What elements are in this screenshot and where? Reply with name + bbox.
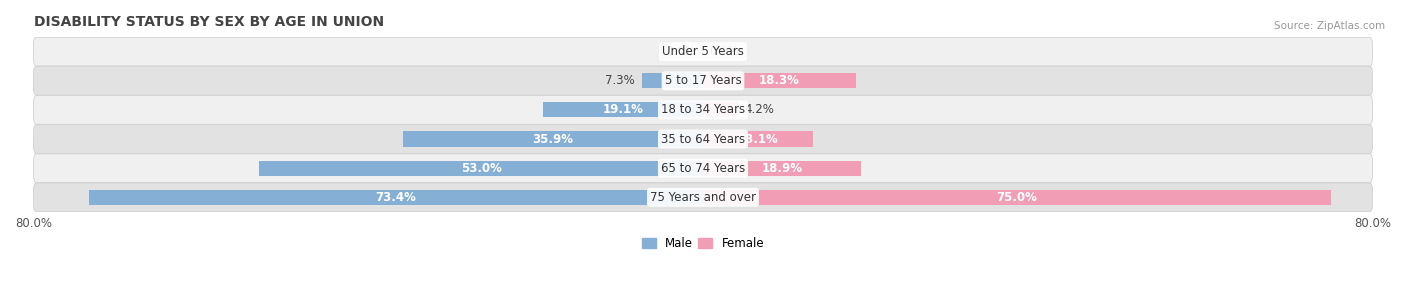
Text: 0.0%: 0.0% <box>666 45 696 58</box>
Text: 18 to 34 Years: 18 to 34 Years <box>661 103 745 117</box>
Bar <box>402 131 703 147</box>
FancyBboxPatch shape <box>34 38 1372 66</box>
Bar <box>703 161 860 176</box>
Text: Under 5 Years: Under 5 Years <box>662 45 744 58</box>
Text: 4.2%: 4.2% <box>745 103 775 117</box>
Text: 75.0%: 75.0% <box>997 191 1038 204</box>
Bar <box>703 102 738 117</box>
Text: 18.3%: 18.3% <box>759 74 800 87</box>
Legend: Male, Female: Male, Female <box>637 232 769 255</box>
Text: 5 to 17 Years: 5 to 17 Years <box>665 74 741 87</box>
FancyBboxPatch shape <box>34 66 1372 95</box>
Text: 35 to 64 Years: 35 to 64 Years <box>661 133 745 145</box>
Text: DISABILITY STATUS BY SEX BY AGE IN UNION: DISABILITY STATUS BY SEX BY AGE IN UNION <box>34 15 384 29</box>
Bar <box>703 131 813 147</box>
Bar <box>643 73 703 88</box>
Text: 7.3%: 7.3% <box>606 74 636 87</box>
Text: 13.1%: 13.1% <box>737 133 778 145</box>
Text: 0.0%: 0.0% <box>710 45 740 58</box>
Bar <box>260 161 703 176</box>
FancyBboxPatch shape <box>34 183 1372 212</box>
Text: 75 Years and over: 75 Years and over <box>650 191 756 204</box>
Text: 53.0%: 53.0% <box>461 162 502 175</box>
Bar <box>703 73 856 88</box>
Text: 73.4%: 73.4% <box>375 191 416 204</box>
Bar <box>703 190 1330 205</box>
Text: 19.1%: 19.1% <box>603 103 644 117</box>
Bar <box>543 102 703 117</box>
Text: 65 to 74 Years: 65 to 74 Years <box>661 162 745 175</box>
Bar <box>89 190 703 205</box>
Text: Source: ZipAtlas.com: Source: ZipAtlas.com <box>1274 21 1385 31</box>
Text: 35.9%: 35.9% <box>533 133 574 145</box>
FancyBboxPatch shape <box>34 125 1372 153</box>
Text: 18.9%: 18.9% <box>762 162 803 175</box>
FancyBboxPatch shape <box>34 154 1372 182</box>
FancyBboxPatch shape <box>34 96 1372 124</box>
